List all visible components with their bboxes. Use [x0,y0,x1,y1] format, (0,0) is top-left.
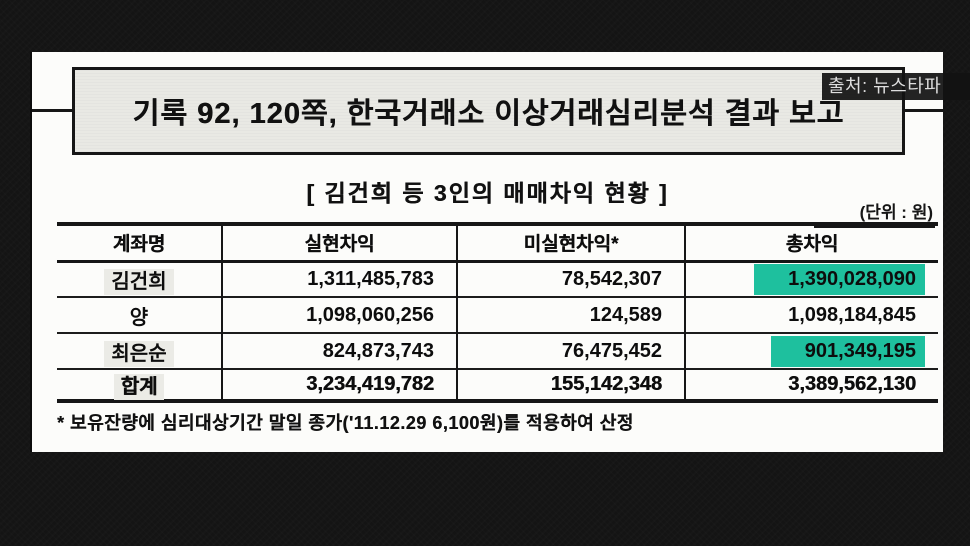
title-box-left-rule [32,109,72,112]
footnote: * 보유잔량에 심리대상기간 말일 종가('11.12.29 6,100원)를 … [57,413,634,433]
account-name: 합계 [113,374,165,400]
table-row-sum: 합계 3,234,419,782 155,142,348 3,389,562,1… [57,369,938,401]
table-row-choi: 최은순 824,873,743 76,475,452 901,349,195 [57,333,938,369]
table-row-yang: 양 1,098,060,256 124,589 1,098,184,845 [57,297,938,333]
scanned-document: 기록 92, 120쪽, 한국거래소 이상거래심리분석 결과 보고 [ 김건희 … [30,52,945,452]
highlighted-total-value: 901,349,195 [770,335,925,367]
unrealized-value: 155,142,348 [456,369,685,401]
realized-value: 1,311,485,783 [221,261,457,297]
col-header-account: 계좌명 [112,234,166,256]
total-value: 3,389,562,130 [684,369,938,401]
account-name-cell: 김건희 [57,261,222,297]
realized-value: 824,873,743 [221,333,457,369]
col-header-realized: 실현차익 [221,224,457,261]
col-header-total: 총차익 [684,224,938,261]
unrealized-value: 76,475,452 [456,333,685,369]
realized-value: 1,098,060,256 [221,297,457,333]
document-title-box: 기록 92, 120쪽, 한국거래소 이상거래심리분석 결과 보고 [72,67,905,155]
unrealized-value: 78,542,307 [456,261,685,297]
table-caption: [ 김건희 등 3인의 매매차익 현황 ] [306,180,669,206]
highlighted-total-value: 1,390,028,090 [754,263,925,295]
account-name: 양 [129,306,149,329]
profit-table: 계좌명 실현차익 미실현차익* 총차익 김건희 1,311,485,783 78… [57,222,938,403]
account-name: 최은순 [104,340,174,367]
col-header-unrealized: 미실현차익* [456,224,685,261]
title-box-right-rule [905,109,945,112]
document-title: 기록 92, 120쪽, 한국거래소 이상거래심리분석 결과 보고 [132,98,845,130]
table-row-kim: 김건희 1,311,485,783 78,542,307 1,390,028,0… [57,261,938,297]
source-badge: 출처: 뉴스타파 [822,73,970,100]
unrealized-value: 124,589 [456,297,685,333]
total-value-cell: 901,349,195 [684,333,938,369]
table-header-row: 계좌명 실현차익 미실현차익* 총차익 [57,224,938,261]
realized-value: 3,234,419,782 [221,369,457,401]
total-value: 1,098,184,845 [684,297,938,333]
total-value-cell: 1,390,028,090 [684,261,938,297]
account-name-cell: 최은순 [57,333,222,369]
account-name-cell: 합계 [57,369,222,401]
account-name: 김건희 [104,268,174,295]
